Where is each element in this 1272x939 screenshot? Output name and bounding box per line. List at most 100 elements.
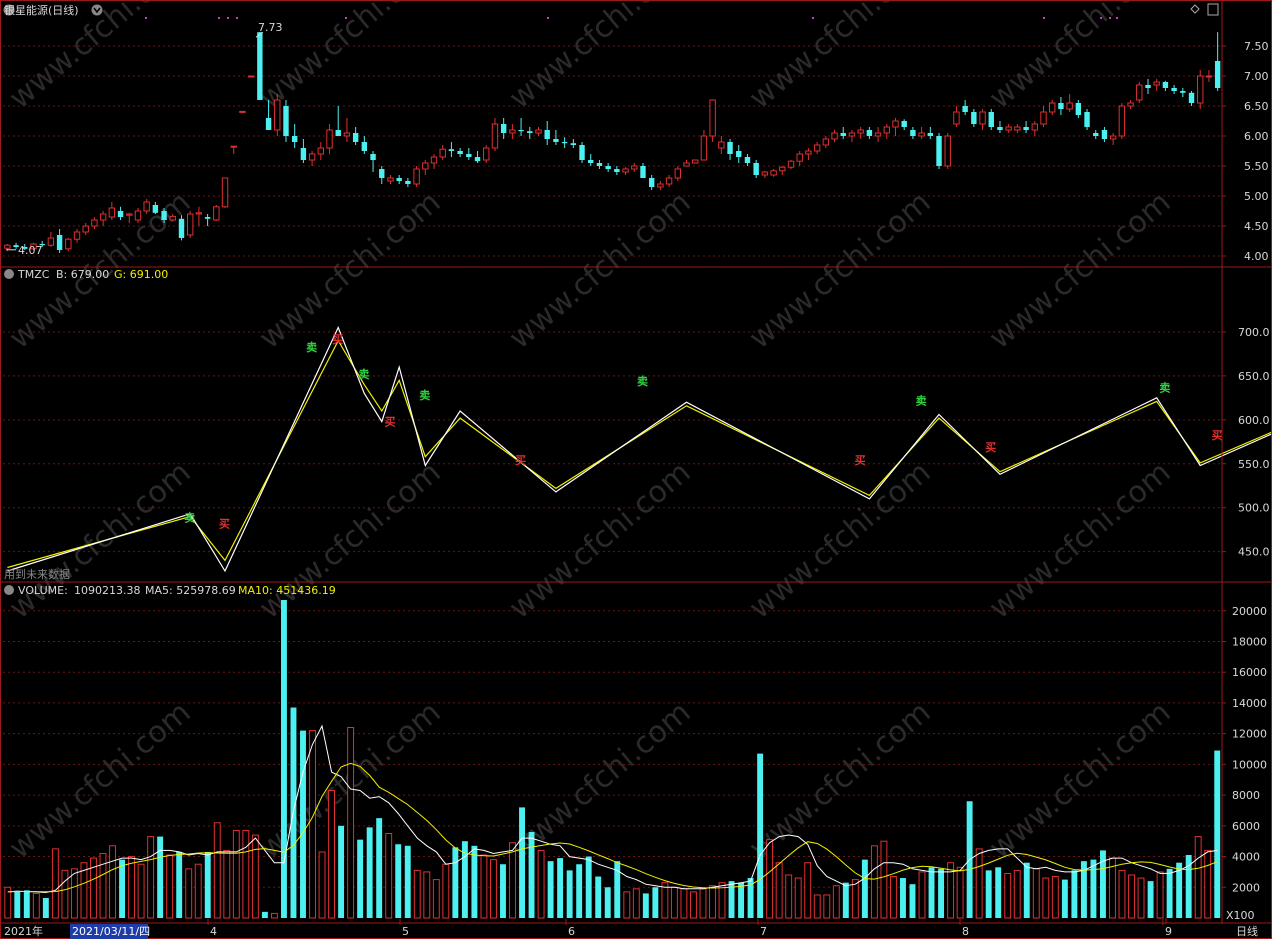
collapse-icon[interactable]	[4, 585, 14, 595]
window-toggle-icon[interactable]	[1207, 3, 1219, 16]
event-marker	[236, 17, 238, 19]
tmzc-header: TMZC B: 679.00 G: 691.00 用到未来数据	[4, 268, 168, 581]
candle-body	[1014, 126, 1021, 131]
candle-body	[805, 150, 812, 155]
candle-body	[1197, 75, 1204, 104]
candle-body	[230, 145, 237, 148]
volume-bar	[851, 879, 859, 919]
candle-body	[718, 141, 725, 149]
candle-body	[195, 212, 203, 215]
volume-bar	[880, 840, 888, 919]
candle-body	[474, 157, 481, 162]
volume-bar	[794, 877, 802, 919]
volume-bar	[528, 831, 535, 918]
volume-bar	[385, 833, 393, 919]
month-label: 7	[760, 925, 767, 938]
volume-bar	[357, 839, 364, 918]
candle-body	[143, 201, 150, 212]
price-tick-label: 5.50	[1244, 160, 1269, 173]
volume-bar	[985, 870, 992, 918]
volume-bar	[1090, 859, 1097, 918]
candle-body	[1127, 102, 1134, 107]
cursor-date: 2021/03/11/四	[72, 925, 150, 938]
volume-bar	[1176, 862, 1183, 918]
volume-bar	[652, 887, 659, 918]
volume-bar	[176, 851, 183, 918]
candle-body	[553, 139, 559, 142]
candle-body	[874, 132, 882, 137]
candle-body	[648, 178, 655, 187]
volume-bar	[490, 859, 497, 919]
volume-bar	[1166, 868, 1173, 918]
volume-bar	[461, 841, 468, 918]
candle-body	[13, 245, 19, 247]
volume-bar	[452, 847, 459, 918]
watermark-text: www.cfchi.com	[983, 695, 1178, 866]
tmzc-g-line	[7, 339, 1272, 569]
candle-body	[430, 156, 438, 164]
candle-body	[117, 211, 124, 217]
candle-body	[187, 213, 194, 236]
candle-body	[971, 112, 977, 124]
candle-body	[787, 160, 795, 168]
dropdown-icon[interactable]	[91, 4, 103, 16]
period-label[interactable]: 日线	[1236, 924, 1258, 938]
candle-body	[291, 136, 298, 142]
candle-body	[352, 133, 359, 142]
event-marker	[547, 17, 549, 19]
volume-tick-label: 10000	[1232, 758, 1267, 771]
collapse-icon[interactable]	[3, 4, 15, 16]
candle-body	[500, 124, 507, 133]
volume-bar	[1100, 850, 1106, 918]
event-marker	[345, 17, 347, 19]
volume-bar	[147, 836, 155, 919]
event-marker	[1100, 17, 1102, 19]
candle-body	[413, 168, 420, 185]
volume-bar	[509, 842, 516, 919]
candle-body	[22, 247, 28, 249]
volume-tick-label: 4000	[1232, 851, 1260, 864]
candle-body	[1031, 123, 1038, 131]
tmzc-lines: 卖买卖买卖买卖买卖买卖买卖买卖	[7, 325, 1272, 573]
candle-body	[857, 129, 864, 134]
candle-body	[134, 210, 142, 221]
candle-body	[126, 213, 133, 216]
volume-tick-label: 6000	[1232, 820, 1260, 833]
volume-bar	[51, 848, 59, 919]
axis-labels: 7.507.006.506.005.505.004.504.00700.0650…	[207, 40, 1270, 938]
watermark-text: www.cfchi.com	[253, 185, 448, 356]
candle-body	[396, 178, 402, 181]
candle-body	[439, 148, 446, 158]
candle-body	[335, 130, 341, 136]
volume-bar	[670, 886, 678, 919]
event-marker	[1109, 17, 1111, 19]
candle-body	[901, 121, 907, 127]
candle-body	[1188, 92, 1195, 103]
volume-bar	[471, 845, 478, 918]
volume-tick-label: 16000	[1232, 666, 1267, 679]
volume-bar	[604, 887, 611, 918]
diamond-icon[interactable]	[1190, 4, 1200, 14]
event-marker	[812, 17, 814, 19]
volume-bar	[204, 851, 211, 918]
volume-bar	[194, 863, 202, 919]
candle-body	[1162, 82, 1169, 88]
watermark-text: www.cfchi.com	[503, 455, 698, 626]
event-marker	[1116, 17, 1118, 19]
tmzc-tick-label: 600.0	[1238, 414, 1270, 427]
month-label: 8	[962, 925, 969, 938]
watermark-text: www.cfchi.com	[983, 455, 1178, 626]
sell-signal: 卖	[358, 367, 369, 381]
volume-bar	[680, 888, 688, 919]
tmzc-g-value: G: 691.00	[114, 268, 168, 281]
volume-bar	[338, 825, 345, 918]
volume-bar	[232, 829, 240, 919]
candle-body	[779, 166, 786, 172]
watermark-text: www.cfchi.com	[3, 695, 198, 866]
volume-bar	[432, 879, 440, 919]
collapse-icon[interactable]	[4, 269, 14, 279]
buy-signal: 买	[219, 518, 230, 531]
price-tick-label: 4.50	[1244, 220, 1269, 233]
candle-body	[1075, 103, 1082, 115]
